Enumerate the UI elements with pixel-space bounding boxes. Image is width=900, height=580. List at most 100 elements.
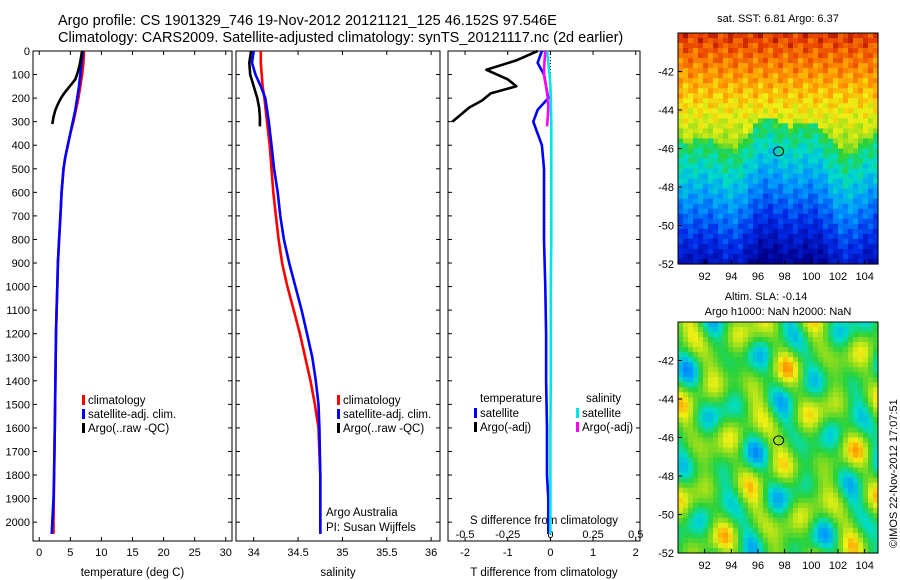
- heatmap-cell: [793, 113, 799, 119]
- heatmap-cell: [818, 502, 824, 509]
- heatmap-cell: [728, 198, 734, 205]
- heatmap-cell: [788, 208, 794, 215]
- heatmap-cell: [703, 437, 709, 444]
- heatmap-cell: [738, 243, 744, 250]
- heatmap-cell: [848, 193, 854, 200]
- heatmap-cell: [683, 248, 689, 255]
- heatmap-cell: [683, 103, 689, 109]
- heatmap-cell: [703, 367, 709, 373]
- heatmap-cell: [718, 322, 724, 328]
- heatmap-cell: [798, 208, 804, 215]
- heatmap-cell: [828, 153, 834, 160]
- heatmap-cell: [723, 228, 729, 235]
- heatmap-cell: [793, 68, 799, 74]
- heatmap-cell: [778, 332, 784, 338]
- heatmap-cell: [843, 148, 849, 155]
- heatmap-cell: [703, 243, 709, 250]
- heatmap-cell: [788, 98, 794, 104]
- heatmap-cell: [833, 492, 839, 499]
- heatmap-cell: [823, 417, 829, 424]
- heatmap-cell: [813, 193, 819, 200]
- heatmap-cell: [683, 153, 689, 160]
- heatmap-cell: [773, 412, 779, 419]
- heatmap-cell: [773, 73, 779, 79]
- heatmap-cell: [728, 372, 734, 378]
- heatmap-cell: [698, 527, 704, 534]
- heatmap-cell: [678, 327, 684, 333]
- heatmap-cell: [688, 238, 694, 245]
- heatmap-cell: [773, 68, 779, 74]
- heatmap-cell: [723, 337, 729, 343]
- heatmap-cell: [788, 133, 794, 140]
- heatmap-cell: [683, 487, 689, 494]
- heatmap-cell: [698, 233, 704, 240]
- heatmap-cell: [688, 447, 694, 454]
- heatmap-cell: [798, 407, 804, 413]
- heatmap-cell: [858, 33, 864, 39]
- heatmap-cell: [833, 342, 839, 348]
- heatmap-cell: [768, 357, 774, 363]
- heatmap-cell: [768, 248, 774, 255]
- heatmap-cell: [788, 128, 794, 135]
- heatmap-cell: [758, 53, 764, 59]
- heatmap-cell: [713, 248, 719, 255]
- heatmap-cell: [798, 38, 804, 44]
- heatmap-cell: [683, 128, 689, 135]
- heatmap-cell: [758, 103, 764, 109]
- heatmap-cell: [823, 178, 829, 185]
- heatmap-cell: [818, 352, 824, 358]
- heatmap-cell: [793, 163, 799, 170]
- heatmap-cell: [748, 148, 754, 155]
- heatmap-cell: [773, 248, 779, 255]
- heatmap-cell: [708, 367, 714, 373]
- heatmap-cell: [718, 532, 724, 539]
- heatmap-cell: [873, 547, 879, 554]
- heatmap-cell: [873, 233, 879, 240]
- heatmap-cell: [873, 208, 879, 215]
- heatmap-cell: [713, 173, 719, 180]
- heatmap-cell: [758, 462, 764, 469]
- heatmap-cell: [723, 497, 729, 504]
- heatmap-cell: [713, 517, 719, 524]
- heatmap-cell: [743, 542, 749, 549]
- heatmap-cell: [858, 457, 864, 464]
- heatmap-cell: [873, 442, 879, 449]
- heatmap-cell: [848, 158, 854, 165]
- heatmap-cell: [863, 342, 869, 348]
- heatmap-cell: [758, 223, 764, 230]
- heatmap-cell: [778, 178, 784, 185]
- heatmap-cell: [738, 352, 744, 358]
- heatmap-cell: [763, 432, 769, 439]
- heatmap-cell: [708, 377, 714, 383]
- heatmap-cell: [788, 168, 794, 175]
- heatmap-cell: [873, 88, 879, 94]
- heatmap-cell: [813, 48, 819, 54]
- heatmap-cell: [693, 163, 699, 170]
- heatmap-cell: [773, 502, 779, 509]
- heatmap-cell: [678, 98, 684, 104]
- heatmap-cell: [803, 452, 809, 459]
- depth-tick-label: 1900: [6, 494, 30, 506]
- heatmap-cell: [733, 258, 739, 265]
- heatmap-cell: [813, 527, 819, 534]
- sst_map-ytick-label: -48: [658, 182, 674, 194]
- heatmap-cell: [713, 362, 719, 368]
- heatmap-cell: [728, 33, 734, 39]
- heatmap-cell: [698, 83, 704, 89]
- heatmap-cell: [693, 93, 699, 99]
- salinity-xtick-label: 34.5: [287, 547, 308, 559]
- heatmap-cell: [828, 123, 834, 130]
- heatmap-cell: [858, 407, 864, 413]
- heatmap-cell: [723, 33, 729, 39]
- heatmap-cell: [848, 412, 854, 419]
- heatmap-cell: [703, 362, 709, 368]
- heatmap-cell: [798, 512, 804, 519]
- heatmap-cell: [768, 457, 774, 464]
- heatmap-cell: [858, 482, 864, 489]
- heatmap-cell: [873, 377, 879, 383]
- heatmap-cell: [828, 43, 834, 49]
- depth-tick-label: 900: [12, 258, 30, 270]
- heatmap-cell: [793, 88, 799, 94]
- heatmap-cell: [803, 367, 809, 373]
- heatmap-cell: [713, 332, 719, 338]
